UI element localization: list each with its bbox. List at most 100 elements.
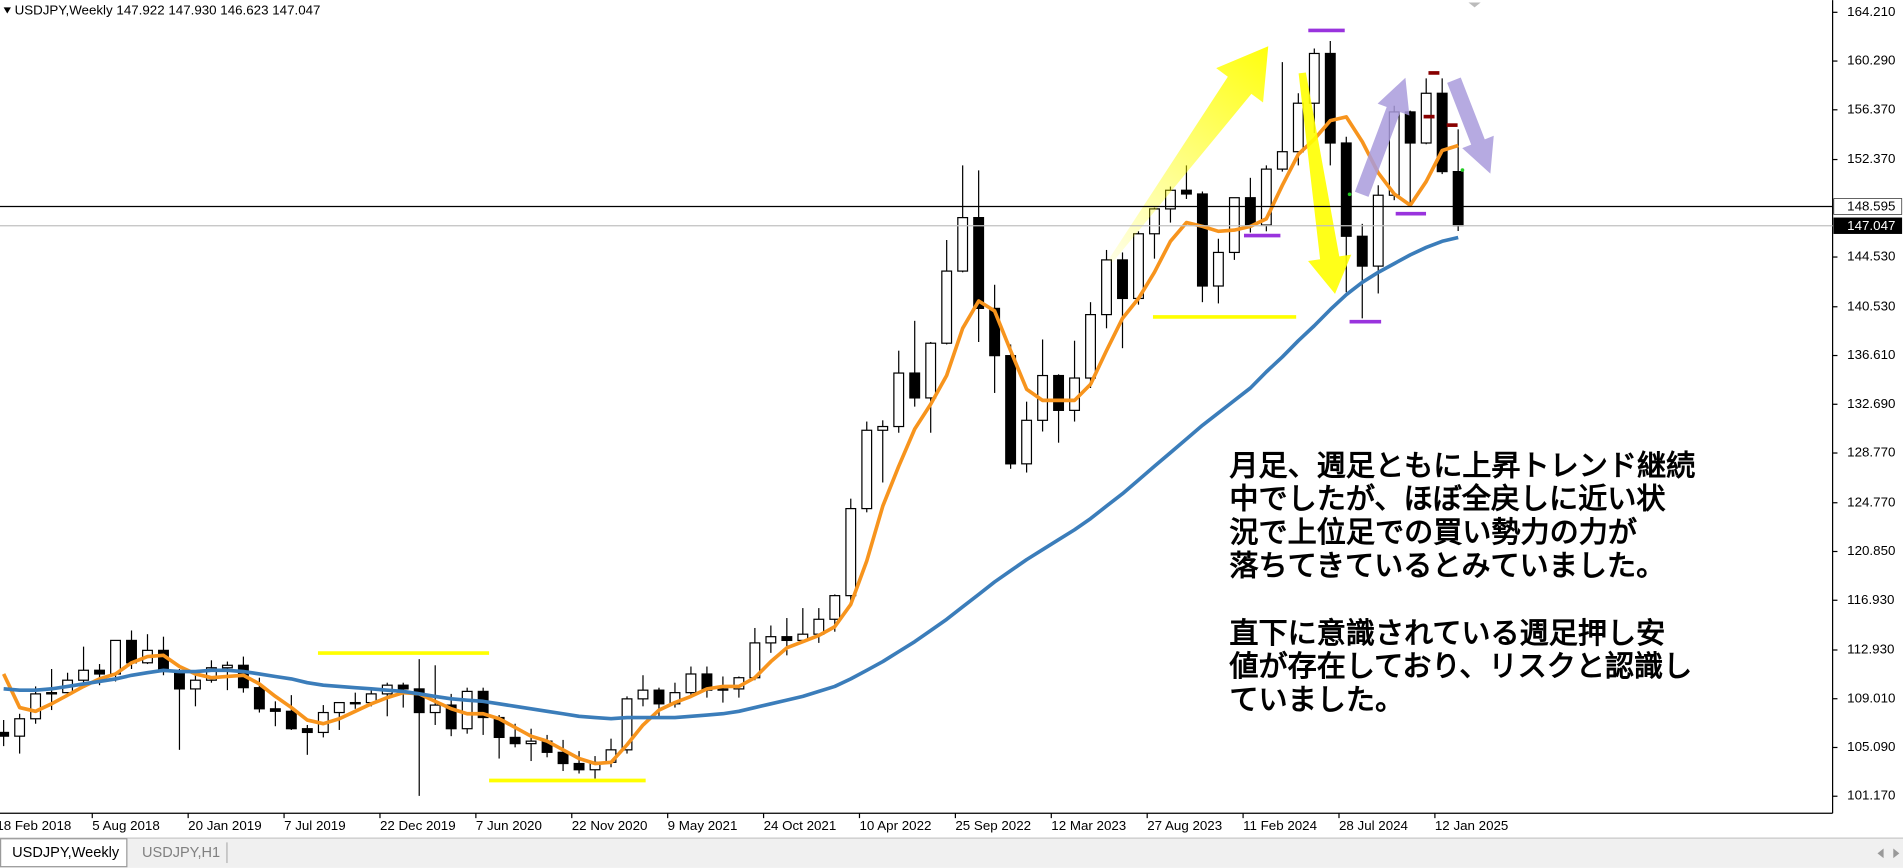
candle-body	[1244, 197, 1256, 226]
candle-body	[1133, 233, 1144, 300]
y-tick-label: 136.610	[1847, 347, 1895, 362]
annotation-text: 落ちてきているとみていました。	[1229, 549, 1665, 583]
x-tick-label: 28 Jul 2024	[1339, 818, 1409, 833]
annotation-text: ていました。	[1229, 683, 1404, 717]
candle-body	[1340, 142, 1352, 237]
candle-body	[957, 217, 969, 272]
candle-body	[1005, 355, 1017, 465]
candle-body	[1452, 170, 1464, 227]
marker	[1347, 192, 1352, 197]
candle-body	[30, 693, 42, 720]
candle-body	[397, 684, 409, 690]
tab-bar-bg	[0, 837, 1903, 868]
y-tick-label: 164.210	[1847, 4, 1895, 19]
y-tick-label: 105.090	[1847, 739, 1895, 754]
y-tick-label: 109.010	[1847, 690, 1895, 705]
arrow	[1298, 72, 1352, 294]
candle-body	[573, 762, 585, 771]
tab-active[interactable]	[0, 838, 128, 868]
candle-body	[126, 639, 137, 664]
candle-body	[1372, 194, 1384, 267]
tab-bar: USDJPY,Weekly USDJPY,H1	[0, 837, 1903, 868]
candle-body	[174, 670, 185, 690]
x-tick-label: 10 Apr 2022	[859, 818, 931, 833]
candle-body	[301, 728, 313, 734]
arrow	[1447, 77, 1494, 174]
x-tick-label: 24 Oct 2021	[764, 818, 837, 833]
tab-label[interactable]: USDJPY,Weekly	[12, 845, 120, 861]
candle-body	[285, 710, 297, 730]
candle-body	[989, 307, 1001, 357]
x-tick-label: 9 May 2021	[668, 818, 738, 833]
y-tick-label: 101.170	[1847, 788, 1895, 803]
candle-body	[253, 687, 265, 710]
candle-body	[1436, 92, 1448, 173]
candle-body	[1085, 314, 1096, 379]
y-tick-label: 152.370	[1847, 151, 1895, 166]
candle-body	[1308, 52, 1320, 104]
scroll-right[interactable]	[1893, 848, 1900, 859]
candle-body	[1276, 151, 1288, 170]
price-label-box	[1833, 217, 1903, 234]
candle-body	[333, 701, 345, 714]
candle-body	[46, 692, 58, 695]
y-tick-label: 120.850	[1847, 543, 1895, 558]
candle-body	[1212, 251, 1224, 287]
candle-body	[509, 736, 521, 745]
candle-body	[1069, 377, 1081, 411]
candle-body	[1260, 168, 1272, 226]
chart-header: USDJPY,Weekly 147.922 147.930 146.623 14…	[15, 3, 321, 18]
ma-line	[1, 115, 1459, 766]
candle-body	[525, 740, 537, 745]
y-tick-label: 160.290	[1847, 53, 1895, 68]
candle-body	[477, 690, 489, 719]
candle-body	[557, 751, 569, 765]
candle-body	[717, 688, 729, 691]
arrow	[1108, 46, 1269, 263]
candle-body	[1117, 259, 1128, 300]
candle-body	[461, 690, 473, 730]
candle-body	[1404, 111, 1416, 144]
candle-body	[653, 689, 665, 705]
candle-body	[893, 372, 905, 428]
y-tick-label: 132.690	[1847, 396, 1895, 411]
candle-body	[429, 704, 441, 714]
candle-body	[349, 701, 361, 705]
scroll-left[interactable]	[1877, 848, 1884, 859]
annotation-text: 値が存在しており、リスクと認識し	[1228, 649, 1692, 683]
candle-body	[637, 689, 649, 700]
tab-label[interactable]: USDJPY,H1	[142, 845, 220, 861]
price-label: 148.595	[1847, 199, 1895, 214]
x-tick-label: 7 Jul 2019	[284, 818, 346, 833]
candle-body	[765, 636, 777, 644]
candle-body	[1021, 419, 1033, 465]
y-tick-label: 140.530	[1847, 298, 1895, 313]
x-tick-label: 5 Aug 2018	[92, 818, 160, 833]
candle-body	[829, 595, 841, 620]
y-tick-label: 128.770	[1847, 445, 1895, 460]
y-tick-label: 124.770	[1847, 494, 1895, 509]
y-tick-label: 156.370	[1847, 101, 1895, 116]
candle-body	[845, 507, 857, 597]
candle-body	[14, 718, 26, 737]
x-tick-label: 27 Aug 2023	[1147, 818, 1222, 833]
candle-body	[78, 669, 90, 681]
x-tick-label: 18 Feb 2018	[0, 818, 71, 833]
candle-body	[1228, 197, 1240, 254]
y-tick-label: 144.530	[1847, 249, 1895, 264]
arrow	[1354, 77, 1410, 197]
candle-body	[1053, 374, 1065, 411]
candle-body	[158, 649, 169, 673]
candle-body	[1196, 193, 1208, 287]
drawings	[317, 28, 1494, 783]
candle-body	[781, 636, 793, 642]
candle-body	[205, 667, 217, 681]
candle-body	[413, 688, 425, 714]
candle-body	[925, 342, 937, 399]
candle-body	[445, 704, 457, 730]
candle-body	[0, 731, 10, 737]
candle-body	[94, 669, 106, 675]
x-tick-label: 11 Feb 2024	[1243, 818, 1318, 833]
